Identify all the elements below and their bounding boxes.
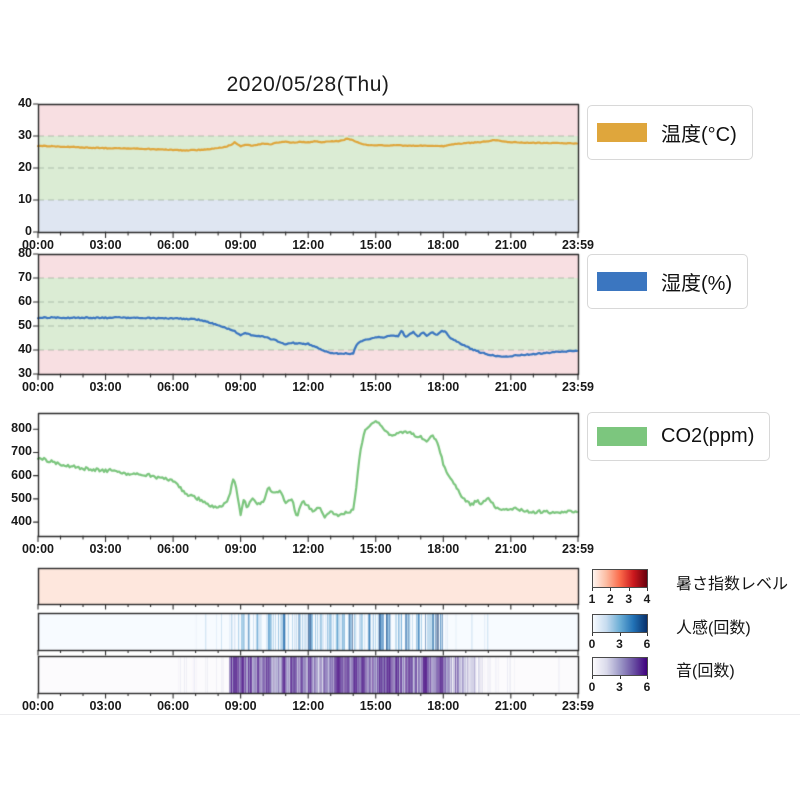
bottom-divider bbox=[0, 714, 800, 715]
legend-humidity: 湿度(%) bbox=[587, 254, 749, 309]
colorbar-tick bbox=[647, 633, 648, 636]
colorbar-tick-label: 6 bbox=[643, 637, 651, 651]
y-tick-label: 800 bbox=[11, 421, 32, 436]
x-tick-label: 09:00 bbox=[224, 542, 257, 556]
y-tick-label: 70 bbox=[18, 270, 32, 284]
y-tick-label: 10 bbox=[18, 192, 32, 206]
x-tick-label: 00:00 bbox=[22, 542, 54, 556]
y-tick-label: 40 bbox=[18, 96, 32, 110]
x-tick-label: 03:00 bbox=[89, 699, 122, 713]
x-tick-label: 21:00 bbox=[494, 699, 527, 713]
x-tick-label: 06:00 bbox=[157, 380, 190, 394]
temperature-chart-canvas bbox=[30, 100, 584, 244]
x-tick-label: 21:00 bbox=[494, 542, 527, 556]
x-tick-label: 23:59 bbox=[562, 380, 594, 394]
x-tick-label: 23:59 bbox=[562, 238, 594, 252]
colorbar-tick-label: 1 bbox=[588, 592, 596, 606]
legend-co2: CO2(ppm) bbox=[587, 412, 771, 461]
colorbar-tick bbox=[592, 633, 593, 636]
colorbar-tick bbox=[592, 676, 593, 679]
x-tick-label: 12:00 bbox=[292, 238, 325, 252]
presence-colorbar bbox=[592, 614, 648, 633]
colorbar-tick-label: 0 bbox=[588, 680, 596, 694]
x-tick-label: 18:00 bbox=[427, 699, 460, 713]
co2-legend-label: CO2(ppm) bbox=[661, 425, 755, 447]
sound-strip-canvas bbox=[30, 652, 584, 705]
colorbar-tick bbox=[610, 588, 612, 591]
y-tick-label: 400 bbox=[11, 514, 32, 529]
y-tick-label: 700 bbox=[11, 444, 32, 459]
x-tick-label: 03:00 bbox=[89, 380, 122, 394]
x-tick-label: 15:00 bbox=[359, 699, 392, 713]
x-tick-label: 12:00 bbox=[292, 380, 325, 394]
x-tick-label: 06:00 bbox=[157, 699, 190, 713]
x-tick-label: 15:00 bbox=[359, 238, 392, 252]
temperature-legend-label: 温度(°C) bbox=[661, 124, 737, 146]
x-tick-label: 12:00 bbox=[292, 699, 325, 713]
humidity-legend-swatch bbox=[597, 272, 647, 291]
x-tick-label: 23:59 bbox=[562, 542, 594, 556]
colorbar-tick-label: 3 bbox=[616, 637, 623, 651]
heat-index-strip-label: 暑さ指数レベル bbox=[676, 576, 789, 593]
colorbar-tick-label: 2 bbox=[606, 592, 614, 606]
y-tick-label: 500 bbox=[11, 490, 32, 505]
colorbar-tick-label: 4 bbox=[643, 592, 651, 606]
colorbar-tick bbox=[647, 588, 648, 591]
x-tick-label: 12:00 bbox=[292, 542, 325, 556]
colorbar-tick-label: 6 bbox=[643, 680, 651, 694]
sound-colorbar bbox=[592, 657, 648, 676]
y-tick-label: 20 bbox=[18, 160, 32, 174]
sound-strip-label: 音(回数) bbox=[676, 663, 735, 680]
y-tick-label: 60 bbox=[18, 294, 32, 308]
x-tick-label: 15:00 bbox=[359, 380, 392, 394]
x-tick-label: 00:00 bbox=[22, 699, 54, 713]
colorbar-tick-label: 3 bbox=[616, 680, 623, 694]
colorbar-tick-label: 0 bbox=[588, 637, 596, 651]
x-tick-label: 18:00 bbox=[427, 238, 460, 252]
legend-temperature: 温度(°C) bbox=[587, 105, 753, 160]
co2-legend-swatch bbox=[597, 427, 647, 446]
colorbar-tick bbox=[619, 676, 621, 679]
x-tick-label: 09:00 bbox=[224, 699, 257, 713]
colorbar-tick bbox=[619, 633, 621, 636]
x-tick-label: 21:00 bbox=[494, 380, 527, 394]
presence-strip-label: 人感(回数) bbox=[676, 620, 751, 637]
x-tick-label: 00:00 bbox=[22, 238, 54, 252]
page-title: 2020/05/28(Thu) bbox=[226, 73, 390, 96]
y-tick-label: 30 bbox=[18, 128, 32, 142]
x-tick-label: 18:00 bbox=[427, 542, 460, 556]
colorbar-tick bbox=[628, 588, 630, 591]
x-tick-label: 00:00 bbox=[22, 380, 54, 394]
x-tick-label: 06:00 bbox=[157, 238, 190, 252]
x-tick-label: 03:00 bbox=[89, 238, 122, 252]
temperature-legend-swatch bbox=[597, 123, 647, 142]
y-tick-label: 40 bbox=[18, 342, 32, 356]
y-tick-label: 50 bbox=[18, 318, 32, 332]
humidity-legend-label: 湿度(%) bbox=[661, 273, 733, 295]
x-tick-label: 21:00 bbox=[494, 238, 527, 252]
y-tick-label: 600 bbox=[11, 467, 32, 482]
colorbar-tick bbox=[592, 588, 593, 591]
y-tick-label: 30 bbox=[18, 366, 32, 380]
colorbar-tick bbox=[647, 676, 648, 679]
heat-index-colorbar bbox=[592, 569, 648, 588]
x-tick-label: 15:00 bbox=[359, 542, 392, 556]
colorbar-tick-label: 3 bbox=[625, 592, 632, 606]
x-tick-label: 09:00 bbox=[224, 238, 257, 252]
y-tick-label: 0 bbox=[25, 224, 32, 238]
x-tick-label: 23:59 bbox=[562, 699, 594, 713]
y-tick-label: 80 bbox=[18, 246, 32, 260]
co2-chart-canvas bbox=[30, 409, 584, 548]
heat-index-strip-canvas bbox=[30, 564, 584, 616]
x-tick-label: 06:00 bbox=[157, 542, 190, 556]
x-tick-label: 09:00 bbox=[224, 380, 257, 394]
x-tick-label: 03:00 bbox=[89, 542, 122, 556]
x-tick-label: 18:00 bbox=[427, 380, 460, 394]
humidity-chart-canvas bbox=[30, 250, 584, 386]
